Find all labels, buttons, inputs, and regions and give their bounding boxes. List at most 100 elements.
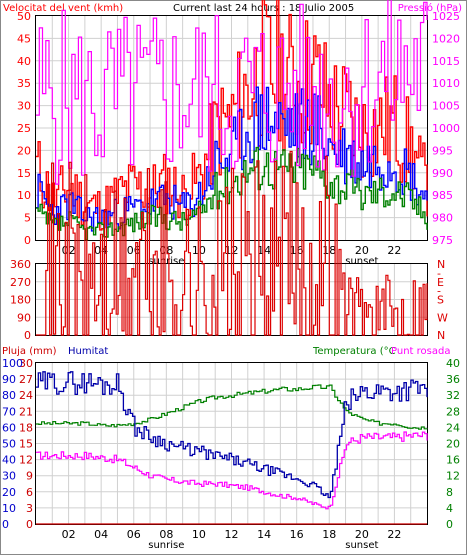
x-tick-label: 16 — [290, 244, 304, 257]
y2-tick-label: 36 — [446, 373, 460, 386]
y2-tick-label: 28 — [446, 405, 460, 418]
y2-tick-label: 1000 — [432, 122, 460, 135]
y2-tick-label: S — [437, 294, 444, 307]
humidity-line — [36, 371, 428, 499]
y2-tick-label: N — [437, 258, 445, 271]
plot3-series — [36, 371, 428, 525]
rain-axis-label: Pluja (mm) — [2, 346, 57, 357]
rain-tick-label: 30 — [19, 357, 33, 370]
y2-tick-label: 990 — [432, 167, 453, 180]
humidity-tick-label: 90 — [2, 373, 16, 386]
temperature-line — [36, 384, 428, 430]
y2-tick-label: 1025 — [432, 10, 460, 23]
x-tick-label: 06 — [127, 528, 141, 541]
x-tick-label: 04 — [94, 528, 108, 541]
rain-tick-label: 9 — [26, 470, 33, 483]
x-tick-label: 02 — [62, 244, 76, 257]
x-tick-label: 12 — [225, 528, 239, 541]
sunrise-label: sunrise — [148, 540, 184, 551]
y-tick-label: 20 — [17, 144, 31, 157]
humidity-tick-label: 60 — [2, 421, 16, 434]
rain-tick-label: 0 — [26, 518, 33, 531]
y2-tick-label: 8 — [446, 486, 453, 499]
x-tick-label: 02 — [62, 528, 76, 541]
x-tick-label: 20 — [355, 528, 369, 541]
x-tick-label: 14 — [257, 528, 271, 541]
y-tick-label: 5 — [24, 212, 31, 225]
y-tick-label: 40 — [17, 55, 31, 68]
humidity-tick-label: 50 — [2, 438, 16, 451]
humidity-tick-label: 10 — [2, 502, 16, 515]
humidity-tick-label: 80 — [2, 389, 16, 402]
y2-tick-label: 0 — [446, 518, 453, 531]
humidity-tick-label: 40 — [2, 454, 16, 467]
sunset-label: sunset — [345, 540, 378, 551]
y2-tick-label: 1020 — [432, 32, 460, 45]
y2-tick-label: W — [437, 311, 448, 324]
y2-tick-label: 16 — [446, 454, 460, 467]
x-tick-label: 20 — [355, 244, 369, 257]
y2-tick-label: 1005 — [432, 100, 460, 113]
y2-tick-label: 24 — [446, 421, 460, 434]
y-tick-label: 50 — [17, 10, 31, 23]
wind-gust-line — [36, 0, 428, 231]
humidity-axis-label: Humitat — [68, 346, 108, 357]
humidity-tick-label: 20 — [2, 486, 16, 499]
y2-tick-label: 975 — [432, 234, 453, 247]
y-tick-label: 25 — [17, 122, 31, 135]
y2-tick-label: 1015 — [432, 55, 460, 68]
x-tick-label: 10 — [192, 244, 206, 257]
y2-tick-label: 12 — [446, 470, 460, 483]
y2-tick-label: 995 — [432, 144, 453, 157]
rain-tick-label: 3 — [26, 502, 33, 515]
y2-tick-label: 20 — [446, 438, 460, 451]
y-tick-label: 35 — [17, 77, 31, 90]
x-tick-label: 22 — [387, 244, 401, 257]
wind-direction-line — [36, 150, 428, 336]
y2-tick-label: E — [437, 276, 444, 289]
direction-separator: - — [437, 267, 441, 280]
rain-tick-label: 24 — [19, 389, 33, 402]
chart-title: Current last 24 hours : 18 Julio 2005 — [173, 3, 354, 14]
y-tick-label: 180 — [10, 294, 31, 307]
plot2-series — [36, 150, 428, 336]
y-tick-label: 270 — [10, 276, 31, 289]
rain-tick-label: 6 — [26, 486, 33, 499]
x-tick-label: 22 — [387, 528, 401, 541]
x-tick-label: 14 — [257, 244, 271, 257]
pressure-axis-label: Pressió (hPa) — [398, 2, 462, 14]
y2-tick-label: N — [437, 329, 445, 342]
y-tick-label: 0 — [24, 329, 31, 342]
direction-separator: - — [437, 285, 441, 298]
rain-tick-label: 12 — [19, 454, 33, 467]
x-tick-label: 10 — [192, 528, 206, 541]
humidity-tick-label: 100 — [2, 357, 23, 370]
humidity-tick-label: 30 — [2, 470, 16, 483]
y-tick-label: 30 — [17, 100, 31, 113]
rain-tick-label: 21 — [19, 405, 33, 418]
humidity-tick-label: 0 — [2, 518, 9, 531]
rain-tick-label: 27 — [19, 373, 33, 386]
x-tick-label: 06 — [127, 244, 141, 257]
y2-tick-label: 985 — [432, 189, 453, 202]
y2-tick-label: 1010 — [432, 77, 460, 90]
y2-tick-label: 4 — [446, 502, 453, 515]
y-tick-label: 360 — [10, 258, 31, 271]
x-tick-label: 08 — [159, 528, 173, 541]
y-tick-label: 90 — [17, 311, 31, 324]
sunset-label: sunset — [345, 256, 378, 267]
temperature-axis-label: Temperatura (°C — [312, 346, 396, 357]
y-tick-label: 45 — [17, 32, 31, 45]
dewpoint-axis-label: Punt rosada — [391, 346, 450, 357]
y2-tick-label: 32 — [446, 389, 460, 402]
y2-tick-label: 40 — [446, 357, 460, 370]
wind-axis-label: Velocitat del vent (kmh) — [3, 3, 123, 14]
x-tick-label: 16 — [290, 528, 304, 541]
y-tick-label: 10 — [17, 189, 31, 202]
y-tick-label: 15 — [17, 167, 31, 180]
sunrise-label: sunrise — [148, 256, 184, 267]
y2-tick-label: 980 — [432, 212, 453, 225]
humidity-tick-label: 70 — [2, 405, 16, 418]
